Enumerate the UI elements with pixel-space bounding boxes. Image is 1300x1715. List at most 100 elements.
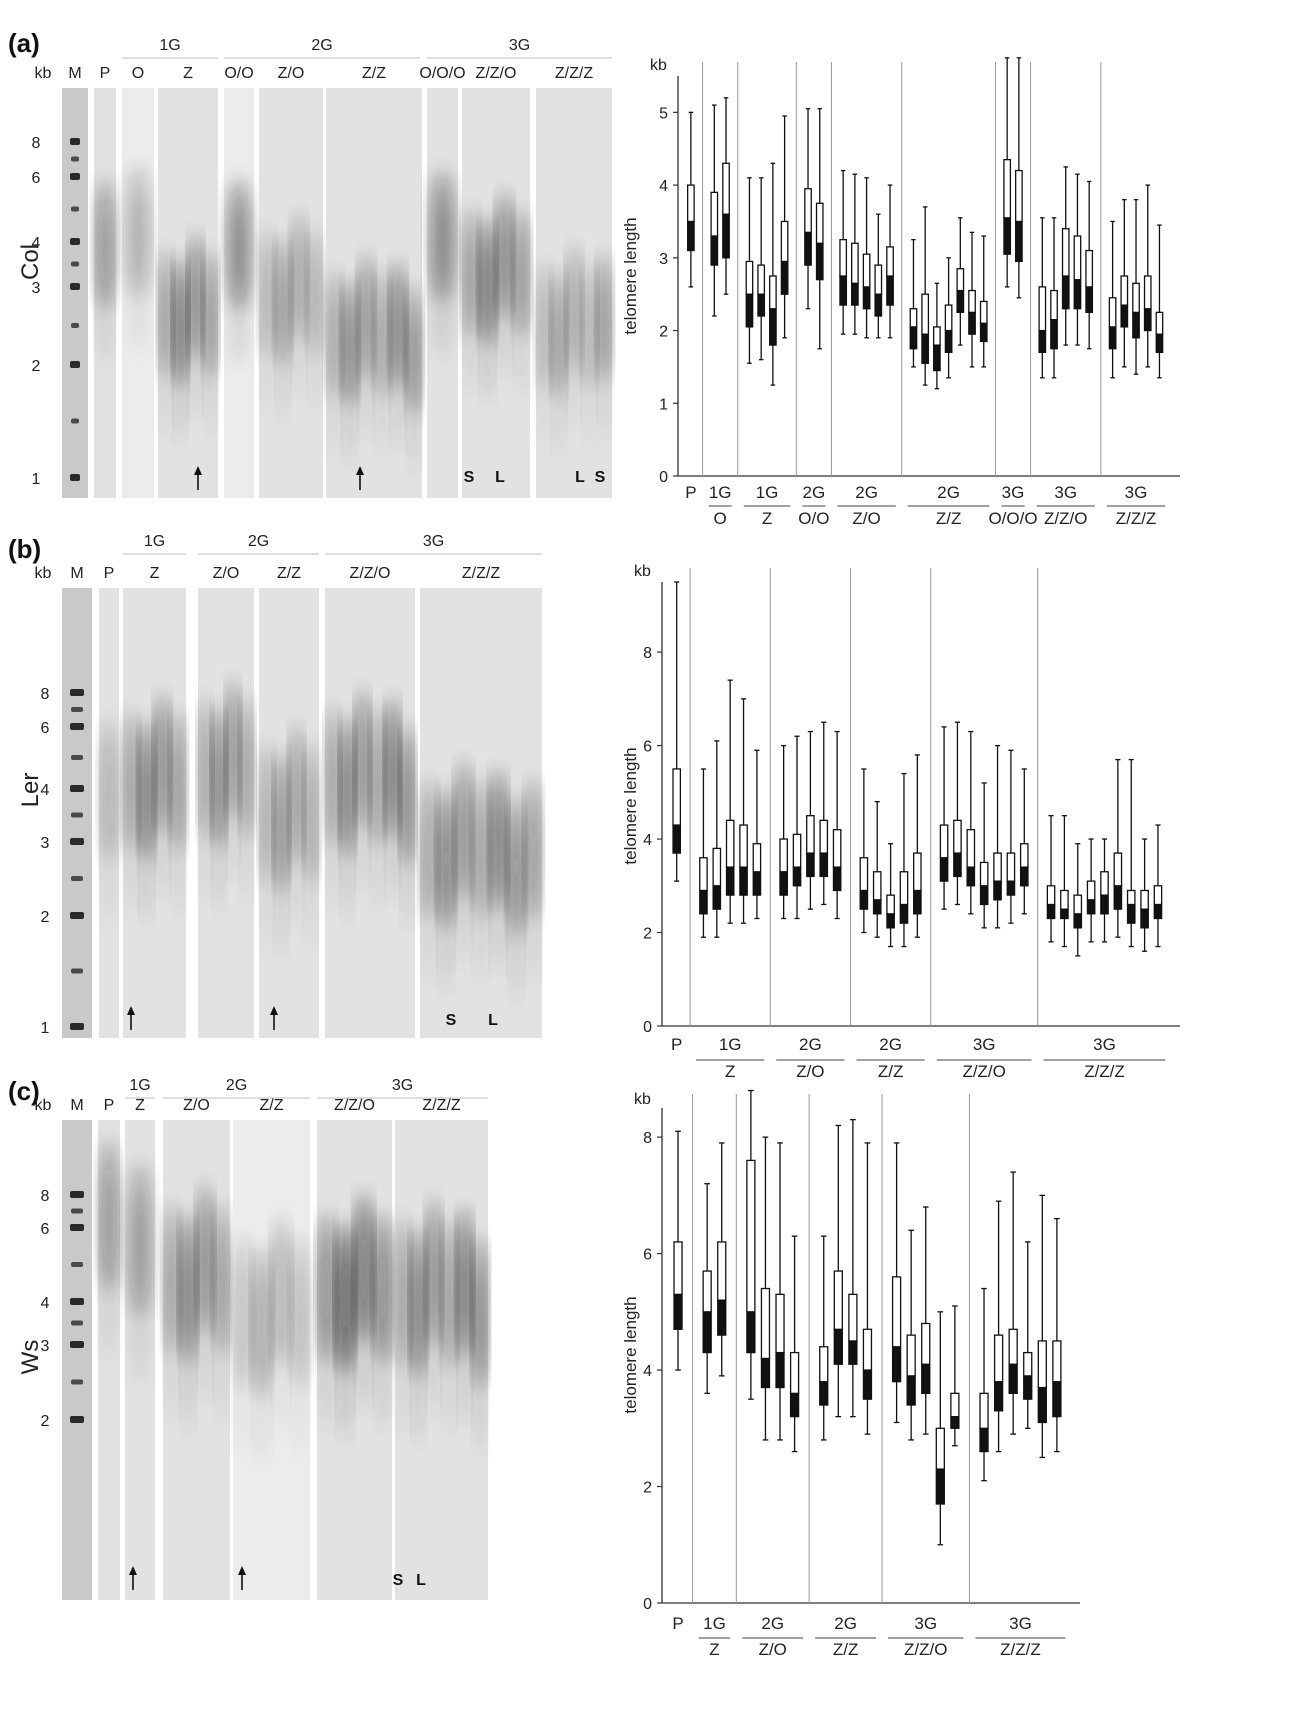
smear-tail (329, 293, 339, 457)
box-lower-quartile (1038, 329, 1047, 354)
lane-label: Z/Z (260, 1097, 284, 1114)
box-lower-quartile (779, 871, 788, 896)
gel-lane (94, 88, 116, 498)
smear-tail (216, 1230, 227, 1423)
y-tick-label: 0 (659, 469, 668, 486)
box-group (804, 108, 824, 350)
box-upper-quartile (891, 1276, 902, 1348)
size-marker-label: 6 (41, 1221, 50, 1238)
box-upper-quartile (1132, 282, 1140, 314)
size-marker-label: 8 (32, 135, 41, 152)
smear-tail (262, 252, 272, 416)
x-group-sublabel: Z/Z/Z (1084, 1062, 1125, 1081)
smear-tail (262, 768, 271, 948)
x-group-label: 2G (879, 1035, 902, 1054)
box-upper-quartile (859, 857, 869, 892)
smear-tail (199, 1211, 210, 1404)
smear-tail (475, 804, 487, 984)
x-group-label: P (672, 1614, 683, 1633)
generation-label: 1G (129, 1077, 150, 1094)
box-upper-quartile (806, 815, 815, 854)
box-upper-quartile (874, 264, 883, 295)
smear-tail (157, 718, 167, 899)
box-group (839, 169, 894, 339)
box-group (673, 1130, 683, 1371)
y-unit-label: kb (634, 1091, 651, 1108)
box-lower-quartile (935, 1468, 945, 1505)
box-lower-quartile (1073, 278, 1082, 310)
ladder-band (70, 1341, 84, 1348)
box-lower-quartile (886, 275, 894, 306)
box-upper-quartile (872, 871, 882, 901)
box-upper-quartile (757, 264, 766, 295)
box-lower-quartile (979, 1427, 989, 1453)
ladder-band (70, 689, 84, 696)
y-unit-label: kb (650, 57, 667, 74)
smear-tail (256, 1273, 268, 1466)
arrow-head-icon (238, 1566, 246, 1575)
arrow-head-icon (194, 466, 202, 475)
lane-label: M (68, 65, 81, 82)
x-group-sublabel: O/O (798, 509, 829, 528)
arrow-head-icon (356, 466, 364, 475)
smear-tail (403, 750, 412, 930)
x-group-sublabel: Z/Z/Z (1000, 1640, 1041, 1659)
box-upper-quartile (717, 1241, 727, 1301)
box-lower-quartile (752, 871, 762, 896)
box-upper-quartile (1060, 889, 1069, 910)
box-upper-quartile (819, 1346, 829, 1383)
box-upper-quartile (745, 260, 754, 295)
box-lower-quartile (1132, 311, 1140, 339)
box-lower-quartile (1060, 908, 1069, 920)
smear-tail (499, 215, 510, 380)
box-upper-quartile (1120, 275, 1129, 306)
smear-tail (433, 194, 452, 359)
smear-tail (242, 723, 252, 903)
y-tick-label: 0 (643, 1596, 652, 1613)
box-lower-quartile (839, 275, 848, 306)
ladder-band (70, 1224, 84, 1231)
smear-tail (292, 750, 301, 930)
smear-tail (358, 1220, 370, 1413)
box-upper-quartile (839, 238, 848, 277)
lane-label: Z (150, 565, 160, 582)
lane-label: Z/O (278, 65, 305, 82)
smear-tail (191, 256, 200, 421)
x-group-label: 1G (703, 1614, 726, 1633)
y-axis-label: telomere length (621, 747, 640, 864)
smear-tail (166, 1230, 177, 1423)
box-group (710, 97, 730, 317)
box-upper-quartile (979, 300, 988, 324)
box-upper-quartile (953, 819, 962, 854)
box-lower-quartile (710, 235, 719, 266)
box-lower-quartile (921, 333, 930, 364)
strain-label: Col (17, 244, 44, 280)
generation-label: 1G (159, 37, 180, 54)
box-upper-quartile (712, 847, 722, 887)
box-upper-quartile (1023, 1351, 1033, 1377)
x-group-sublabel: O (714, 509, 727, 528)
gel-lane (462, 88, 530, 498)
lane-label: Z/Z (362, 65, 386, 82)
smear-tail (176, 280, 185, 445)
smear-tail (373, 732, 382, 912)
box-group (1046, 758, 1163, 957)
box-lower-quartile (993, 880, 1002, 901)
box-upper-quartile (699, 857, 708, 892)
y-tick-label: 1 (659, 396, 668, 413)
box-upper-quartile (819, 819, 829, 854)
x-group-sublabel: Z/Z (878, 1062, 904, 1081)
box-upper-quartile (780, 220, 789, 263)
gel-lane (427, 88, 458, 498)
ladder-band (70, 1416, 84, 1423)
x-group-sublabel: Z/O (796, 1062, 824, 1081)
smear-tail (214, 732, 224, 912)
ladder-band (71, 206, 79, 212)
smear-tail (510, 822, 521, 1002)
box-lower-quartile (1085, 286, 1094, 314)
band-marker-label: S (393, 1572, 404, 1589)
box-lower-quartile (1073, 913, 1083, 929)
lane-label: Z (183, 65, 193, 82)
box-lower-quartile (1120, 304, 1129, 328)
lane-label: Z/Z/Z (555, 65, 593, 82)
